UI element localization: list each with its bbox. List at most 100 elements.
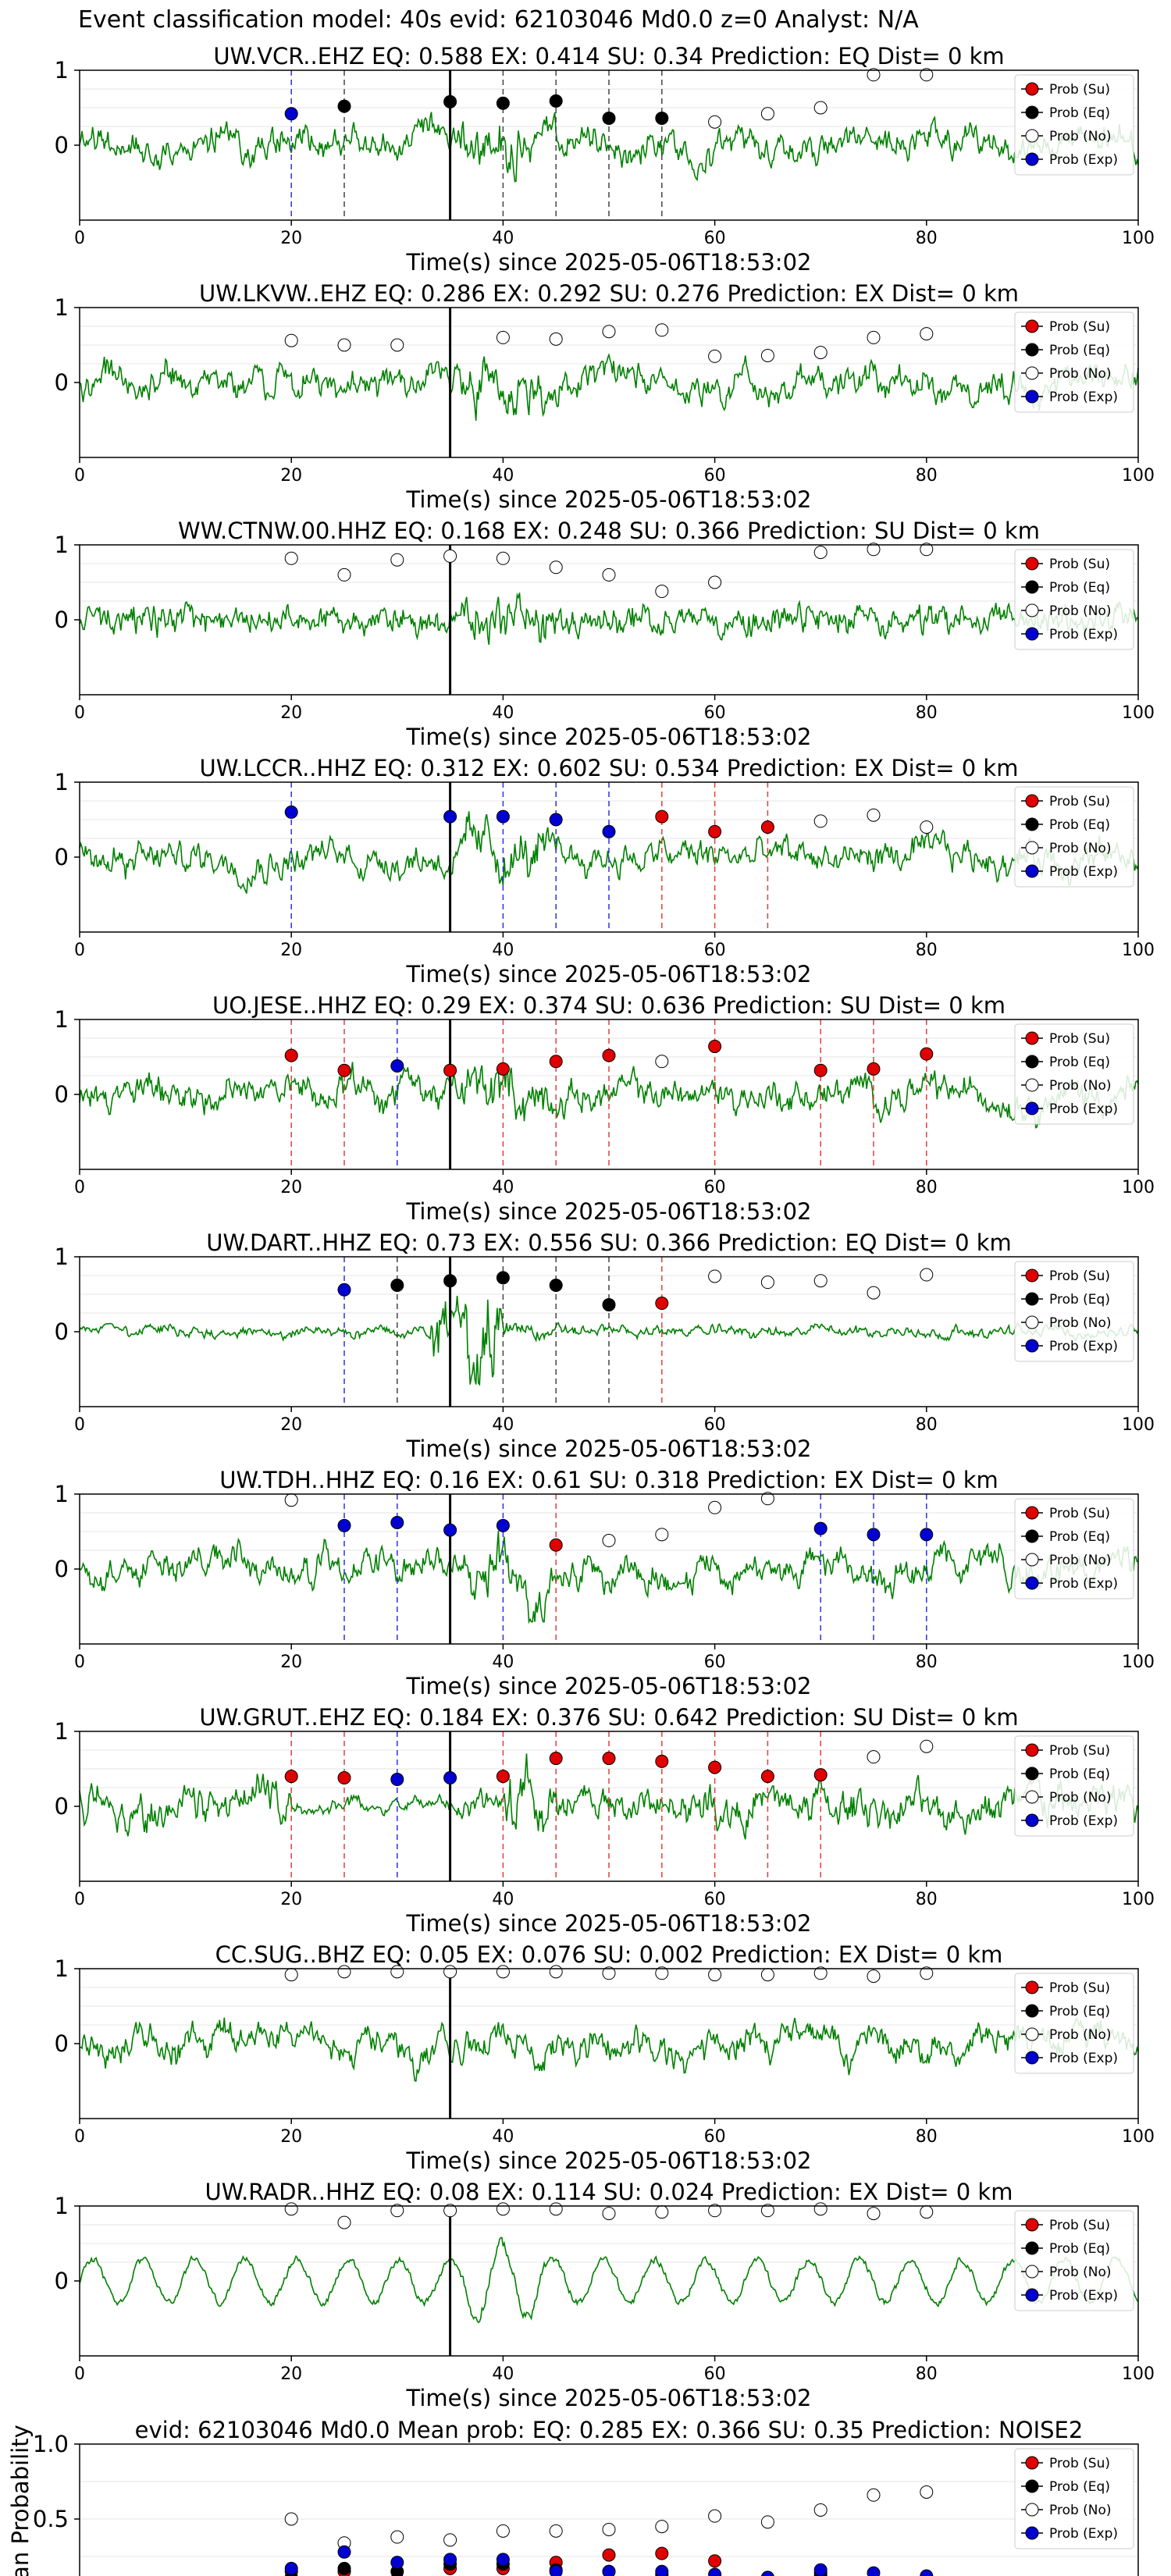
prob-point-no [760, 1968, 774, 1982]
prob-point-eq [443, 1274, 457, 1288]
waveform-trace [79, 1531, 1139, 1624]
legend-box [1014, 2448, 1134, 2549]
prob-point-su [813, 1768, 828, 1782]
x-tick-label: 20 [280, 703, 302, 723]
mean-point-no [813, 2503, 828, 2517]
legend-marker-su [1025, 1743, 1039, 1757]
chart-panel-8: CC.SUG..BHZ EQ: 0.05 EX: 0.076 SU: 0.002… [55, 1941, 1155, 2174]
legend-label-no: Prob (No) [1049, 1553, 1112, 1568]
prob-point-exp [390, 1772, 404, 1786]
chart-panel-4: UO.JESE..HHZ EQ: 0.29 EX: 0.374 SU: 0.63… [55, 992, 1155, 1225]
legend-label-su: Prob (Su) [1049, 794, 1110, 809]
prob-point-eq [549, 1278, 563, 1292]
mean-point-no [496, 2524, 510, 2538]
legend-label-eq: Prob (Eq) [1049, 1767, 1110, 1782]
prob-point-exp [443, 1523, 457, 1537]
prob-point-su [337, 1771, 351, 1785]
legend-marker-su [1025, 794, 1039, 808]
x-tick-label: 20 [280, 466, 302, 486]
x-tick-label: 60 [704, 2127, 726, 2147]
y-tick-label: 0 [55, 607, 69, 633]
x-axis-label: Time(s) since 2025-05-06T18:53:02 [406, 1910, 812, 1937]
legend-marker-no [1025, 1078, 1039, 1092]
y-tick-label: 1 [55, 1006, 69, 1033]
legend-label-eq: Prob (Eq) [1049, 2241, 1110, 2257]
legend-label-no: Prob (No) [1049, 2265, 1112, 2280]
prob-point-eq [549, 94, 563, 108]
x-axis-label: Time(s) since 2025-05-06T18:53:02 [406, 2147, 812, 2174]
y-axis-label: Mean Probability [7, 2425, 34, 2576]
x-axis-label: Time(s) since 2025-05-06T18:53:02 [406, 1198, 812, 1225]
prob-point-no [813, 814, 828, 828]
prob-point-no [708, 349, 722, 363]
prob-point-no [867, 1969, 881, 1984]
x-tick-label: 40 [492, 1178, 514, 1197]
legend-marker-su [1025, 557, 1039, 571]
prob-point-no [443, 1965, 457, 1979]
legend-marker-exp [1025, 2288, 1039, 2302]
x-tick-label: 80 [916, 2127, 938, 2147]
prob-point-exp [390, 1515, 404, 1529]
prob-point-no [337, 338, 351, 352]
figure-title: Event classification model: 40s evid: 62… [78, 6, 919, 34]
x-tick-label: 0 [74, 229, 85, 248]
mean-point-no [920, 2485, 934, 2499]
mean-point-eq [337, 2561, 351, 2575]
x-tick-label: 20 [280, 2127, 302, 2147]
prob-point-no [602, 568, 616, 582]
x-tick-label: 20 [280, 2364, 302, 2384]
x-tick-label: 100 [1122, 1415, 1155, 1435]
chart-title: UW.LCCR..HHZ EQ: 0.312 EX: 0.602 SU: 0.5… [200, 755, 1019, 781]
x-tick-label: 100 [1122, 229, 1155, 248]
legend-marker-eq [1025, 1767, 1039, 1781]
x-tick-label: 20 [280, 1178, 302, 1197]
mean-point-no [284, 2512, 298, 2526]
mean-point-no [390, 2530, 404, 2544]
legend-marker-exp [1025, 390, 1039, 404]
prob-point-no [602, 1966, 616, 1980]
prob-point-no [920, 327, 934, 341]
x-tick-label: 100 [1122, 1653, 1155, 1672]
x-tick-label: 80 [916, 466, 938, 486]
legend-label-no: Prob (No) [1049, 129, 1112, 144]
x-tick-label: 40 [492, 2364, 514, 2384]
legend-label-su: Prob (Su) [1049, 2456, 1110, 2471]
legend-label-eq: Prob (Eq) [1049, 105, 1110, 121]
prob-point-exp [443, 809, 457, 824]
prob-point-su [496, 1770, 510, 1784]
legend-marker-eq [1025, 580, 1039, 594]
legend-label-su: Prob (Su) [1049, 1506, 1110, 1521]
prob-point-exp [920, 1528, 934, 1542]
x-tick-label: 60 [704, 229, 726, 248]
legend-marker-no [1025, 1790, 1039, 1804]
y-tick-label: 1 [55, 57, 69, 84]
legend-marker-su [1025, 2456, 1039, 2470]
x-tick-label: 40 [492, 229, 514, 248]
prob-point-no [813, 1966, 828, 1980]
prob-point-su [549, 1752, 563, 1766]
legend-marker-su [1025, 1506, 1039, 1520]
legend-label-exp: Prob (Exp) [1049, 1813, 1118, 1829]
legend-marker-no [1025, 2503, 1039, 2517]
mean-point-no [602, 2522, 616, 2536]
y-tick-label: 0 [55, 1556, 69, 1582]
prob-point-no [920, 1966, 934, 1980]
legend-marker-eq [1025, 2479, 1039, 2493]
mean-point-exp [813, 2563, 828, 2576]
chart-panel-1: UW.LKVW..EHZ EQ: 0.286 EX: 0.292 SU: 0.2… [55, 280, 1155, 513]
prob-point-exp [337, 1283, 351, 1297]
waveform-trace [79, 2236, 1139, 2324]
legend-marker-no [1025, 2027, 1039, 2041]
prob-point-exp [284, 107, 298, 121]
mean-point-exp [761, 2571, 774, 2576]
prob-point-su [496, 1062, 510, 1076]
legend-label-eq: Prob (Eq) [1049, 1529, 1110, 1545]
legend-label-no: Prob (No) [1049, 366, 1112, 382]
y-tick-label: 0 [55, 2030, 69, 2057]
prob-point-no [337, 1965, 351, 1979]
legend-label-eq: Prob (Eq) [1049, 2004, 1110, 2019]
prob-point-no [284, 1493, 298, 1507]
prob-point-su [920, 1047, 934, 1061]
x-tick-label: 60 [704, 2364, 726, 2384]
legend-marker-no [1025, 841, 1039, 855]
